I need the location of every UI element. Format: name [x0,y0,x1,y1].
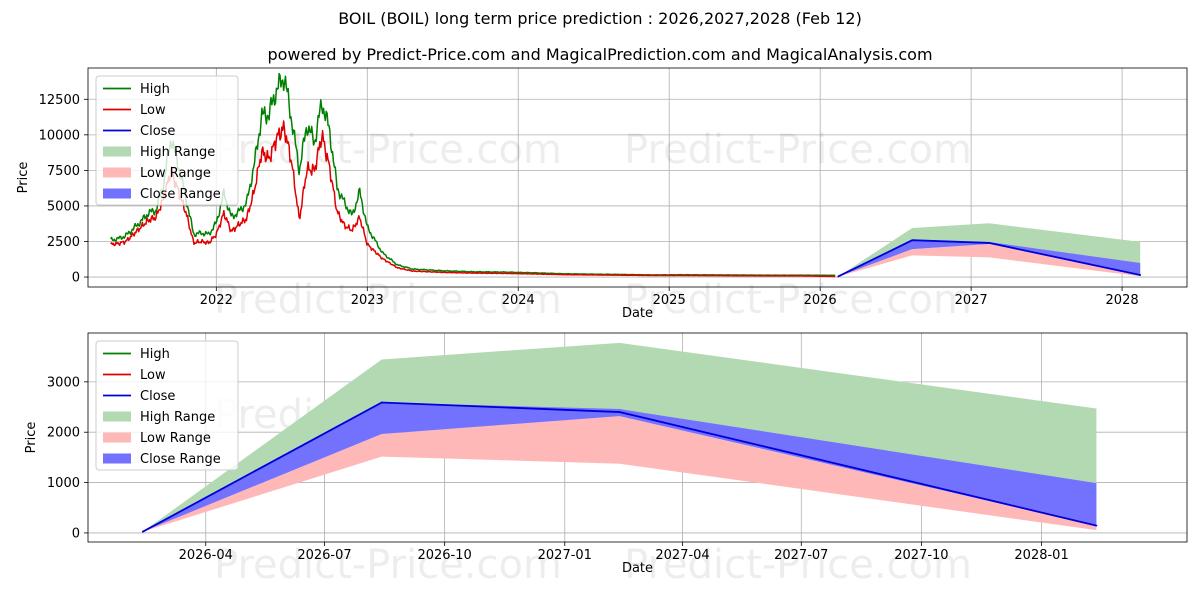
legend-box [95,340,239,471]
x-tick-label: 2026-07 [297,548,351,563]
x-tick-label: 2022 [200,293,233,308]
y-axis-label: Price [16,162,31,194]
y-tick-label: 1000 [47,476,80,491]
forecast-chart-panel: Predict-Price.comPredict-Price.comPredic… [24,332,1188,588]
legend-label: Low [140,368,166,383]
legend-label: Low Range [140,166,211,181]
close-point [618,411,621,413]
chart-title: BOIL (BOIL) long term price prediction :… [338,9,862,28]
close-point [988,242,991,244]
close-point [1139,274,1142,276]
y-tick-label: 5000 [47,199,80,214]
legend-swatch [103,188,131,199]
high-range-band [142,342,1097,532]
legend-label: High [140,347,170,362]
watermark-text: Predict-Price.com [214,542,562,588]
legend-swatch [103,167,131,178]
chart-subtitle: powered by Predict-Price.com and Magical… [267,45,933,64]
legend-label: High Range [140,410,215,425]
legend-label: Close [140,124,175,139]
x-tick-label: 2025 [653,293,686,308]
watermark-text: Predict-Price.com [624,127,972,173]
history-chart-panel: Predict-Price.com Predict-Price.com Predic… [16,67,1188,323]
low-range-band [838,244,1141,277]
x-axis-label: Date [622,306,653,321]
legend-label: Low Range [140,431,211,446]
watermark-text: Predict-Price.com [624,542,972,588]
close-point [1095,524,1098,527]
legend: High Low Close High Range Low Range Close Ran… [95,340,239,471]
y-tick-label: 7500 [47,164,80,179]
close-range-band [838,240,1141,277]
legend-label: Close Range [140,452,221,467]
legend-swatch [103,411,131,422]
close-point [141,530,144,533]
x-tick-label: 2027-04 [655,548,709,563]
low-series-line [110,120,836,278]
close-series-line [142,401,1097,533]
legend-swatch [103,146,131,157]
x-tick-label: 2026 [804,293,837,308]
legend-label: Low [140,103,166,118]
legend: High Low Close High Range Low Range Close Ran… [95,75,239,206]
x-tick-label: 2027-01 [538,548,592,563]
y-tick-label: 10000 [39,128,80,143]
axes-frame [87,67,1188,288]
close-range-band [142,402,1097,532]
watermark-text: Predict-Price.com [624,277,972,323]
low-range-band [142,416,1097,532]
x-tick-label: 2028 [1106,293,1139,308]
x-tick-label: 2026-04 [179,548,233,563]
y-tick-label: 0 [72,271,80,286]
legend-swatch [103,432,131,443]
y-tick-label: 0 [72,526,80,541]
x-tick-label: 2027-10 [894,548,948,563]
y-tick-label: 2000 [47,426,80,441]
watermark-text: Predict-Price.com [214,127,562,173]
x-tick-label: 2023 [351,293,384,308]
x-tick-label: 2027-07 [774,548,828,563]
y-tick-label: 3000 [47,375,80,390]
x-axis-label: Date [622,561,653,576]
close-point [837,275,840,278]
legend-box [95,75,239,206]
x-tick-label: 2027 [955,293,988,308]
close-point [380,401,383,404]
close-series-line [837,239,1141,278]
x-tick-label: 2028-01 [1014,548,1068,563]
plot-area [110,72,1142,278]
y-tick-label: 2500 [47,235,80,250]
y-axis-label: Price [24,422,39,454]
legend-label: Close Range [140,187,221,202]
legend-label: High Range [140,145,215,160]
high-range-band [838,223,1141,277]
legend-swatch [103,453,131,464]
close-point [911,239,914,242]
legend-label: Close [140,389,175,404]
legend-label: High [140,82,170,97]
x-tick-label: 2024 [502,293,535,308]
plot-area [141,342,1098,533]
y-tick-label: 12500 [39,93,80,108]
axes-frame [87,332,1188,543]
x-tick-label: 2026-10 [417,548,471,563]
watermark-text: Predict-Price.com [214,277,562,323]
